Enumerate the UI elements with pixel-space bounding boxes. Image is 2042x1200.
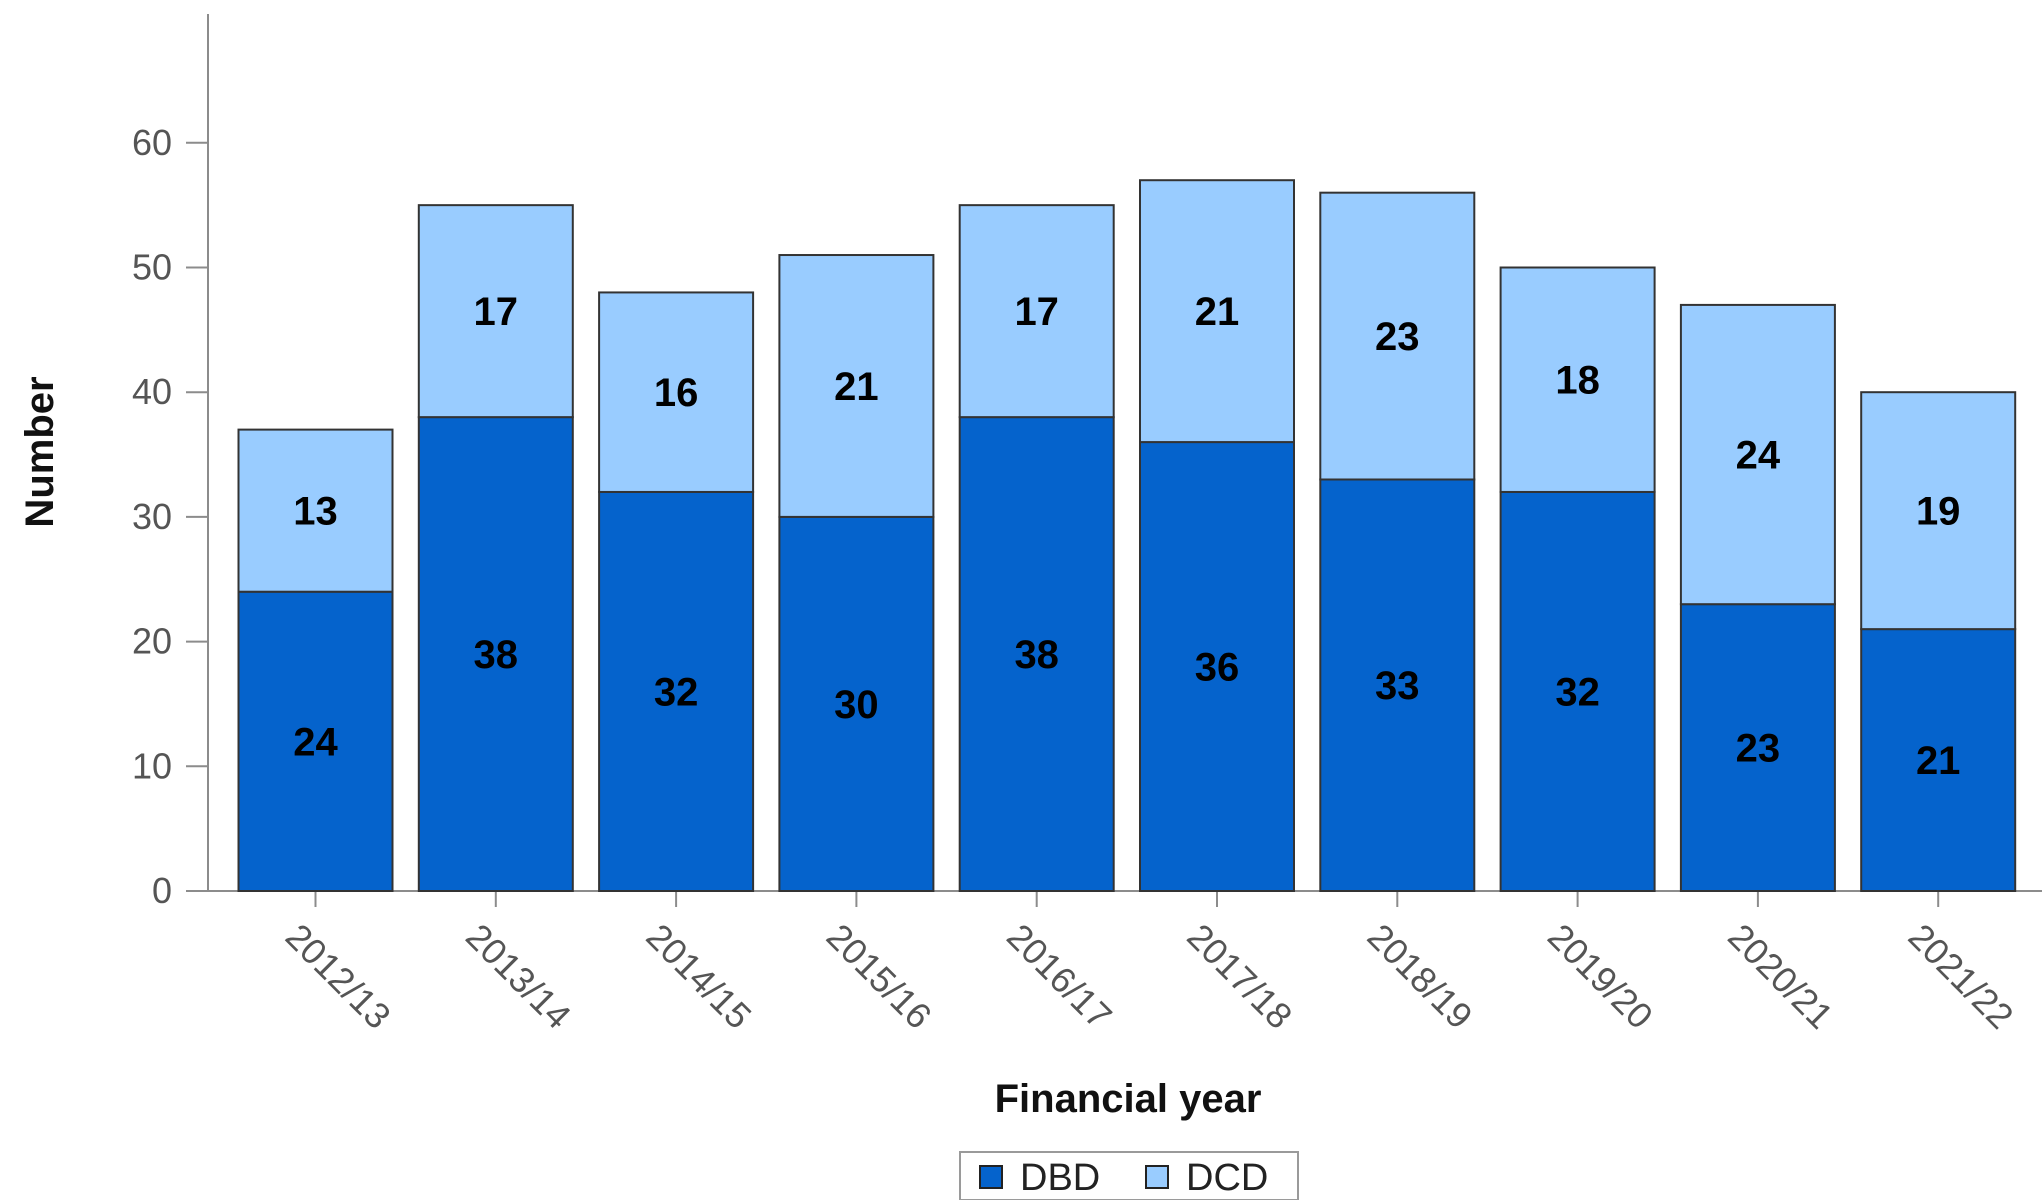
legend-swatch-dbd	[979, 1165, 1003, 1189]
data-label-dbd: 21	[1916, 739, 1961, 783]
bar-dbd	[1860, 628, 2017, 892]
x-tick-label: 2015/16	[819, 916, 940, 1037]
bar-dbd	[778, 515, 935, 893]
bar-dcd	[1860, 391, 2017, 631]
y-axis: 0 10 20 30 40 50 60	[132, 14, 209, 911]
legend-swatch-dcd	[1145, 1165, 1169, 1189]
x-tick-label: 2014/15	[638, 916, 759, 1037]
x-tick-label: 2017/18	[1179, 916, 1300, 1037]
bar-dcd	[1679, 303, 1836, 606]
y-tick-label: 20	[132, 621, 172, 662]
bar-dbd	[958, 416, 1115, 892]
x-tick-label: 2012/13	[278, 916, 399, 1037]
data-label-dbd: 38	[474, 633, 519, 677]
bar-dcd	[1319, 191, 1476, 481]
y-tick-label: 60	[132, 122, 172, 163]
data-label-dbd: 38	[1014, 633, 1059, 677]
bar-dcd	[958, 204, 1115, 419]
y-tick-label: 30	[132, 496, 172, 537]
bar-dcd	[237, 428, 394, 593]
y-tick-label: 0	[152, 870, 172, 911]
x-tick-label: 2016/17	[999, 916, 1120, 1037]
bars	[237, 179, 2017, 893]
data-label-dbd: 23	[1736, 727, 1781, 771]
data-labels: 24 13 38 17 32 16 30 21 38 17 36 21 33 23 32 18 23 24 21 19	[293, 290, 1960, 783]
bar-dbd	[1139, 441, 1295, 892]
x-tick-label: 2013/14	[458, 916, 579, 1037]
data-label-dbd: 24	[293, 720, 338, 764]
bar-dcd	[417, 204, 574, 419]
bar-dbd	[1319, 478, 1476, 892]
bar-dcd	[1139, 179, 1295, 444]
data-label-dbd: 30	[834, 683, 879, 727]
bar-dcd	[778, 254, 935, 518]
y-tick-label: 50	[132, 247, 172, 288]
data-label-dbd: 32	[1555, 670, 1600, 714]
y-tick-label: 40	[132, 371, 172, 412]
x-tick-label: 2019/20	[1540, 916, 1661, 1037]
y-tick-label: 10	[132, 745, 172, 786]
y-axis-title: Number	[18, 376, 62, 527]
data-label-dbd: 32	[654, 670, 699, 714]
data-label-dcd: 18	[1555, 359, 1600, 403]
legend-label-dbd: DBD	[1020, 1157, 1100, 1199]
legend-frame	[959, 1151, 1299, 1200]
bar-dbd	[1679, 603, 1836, 892]
x-axis: 2012/13 2013/14 2014/15 2015/16 2016/17 2017/…	[208, 890, 2042, 1037]
data-label-dbd: 33	[1375, 664, 1420, 708]
data-label-dbd: 36	[1195, 646, 1240, 690]
x-tick-label: 2020/21	[1720, 916, 1841, 1037]
legend: DBD DCD	[959, 1151, 1299, 1200]
data-label-dcd: 23	[1375, 315, 1420, 359]
bar-dcd	[1499, 266, 1656, 493]
data-label-dcd: 17	[1014, 290, 1059, 334]
data-label-dcd: 24	[1736, 434, 1781, 478]
x-tick-label: 2018/19	[1360, 916, 1481, 1037]
x-axis-title: Financial year	[995, 1077, 1262, 1121]
legend-label-dcd: DCD	[1186, 1157, 1268, 1199]
bar-dbd	[598, 490, 755, 892]
data-label-dcd: 16	[654, 371, 699, 415]
bar-dcd	[598, 291, 755, 493]
data-label-dcd: 17	[474, 290, 519, 334]
bar-dbd	[417, 416, 574, 892]
data-label-dcd: 13	[293, 490, 338, 534]
data-label-dcd: 21	[834, 365, 879, 409]
x-tick-label: 2021/22	[1901, 916, 2022, 1037]
data-label-dcd: 19	[1916, 490, 1961, 534]
data-label-dcd: 21	[1195, 290, 1240, 334]
